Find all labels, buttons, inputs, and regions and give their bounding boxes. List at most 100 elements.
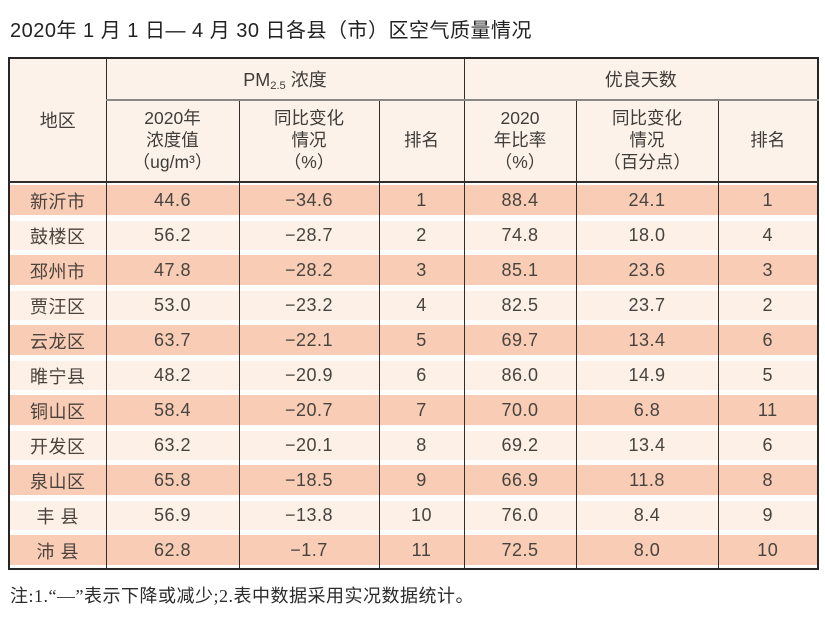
pm-value-cell: 63.2 xyxy=(105,428,240,463)
header-rate-rank: 排名 xyxy=(717,100,819,183)
pm-rank-cell: 9 xyxy=(378,463,465,498)
rate-change-cell: 6.8 xyxy=(575,393,719,428)
footnote: 注:1.“—”表示下降或减少;2.表中数据采用实况数据统计。 xyxy=(10,586,474,606)
pm-value-cell: 63.7 xyxy=(105,323,240,358)
header-pm-group: PM2.5 浓度 xyxy=(105,58,465,101)
pm-value-cell: 58.4 xyxy=(105,393,240,428)
pm-label: PM xyxy=(243,70,271,90)
rate-cell: 76.0 xyxy=(463,498,577,533)
region-cell: 新沂市 xyxy=(8,182,107,218)
rate-rank-cell: 1 xyxy=(717,182,819,218)
pm-rank-cell: 7 xyxy=(378,393,465,428)
rate-cell: 70.0 xyxy=(463,393,577,428)
region-cell: 睢宁县 xyxy=(8,358,107,393)
region-cell: 云龙区 xyxy=(8,323,107,358)
rate-cell: 69.7 xyxy=(463,323,577,358)
rate-change-cell: 13.4 xyxy=(575,428,719,463)
rate-rank-cell: 8 xyxy=(717,463,819,498)
pm-subscript: 2.5 xyxy=(270,79,286,92)
pm-value-cell: 47.8 xyxy=(105,253,240,288)
pm-value-cell: 44.6 xyxy=(105,182,240,218)
table-header: 地区 PM2.5 浓度 优良天数 2020年 浓度值 （ug/m³） 同比变化 … xyxy=(8,58,819,183)
header-sub-row: 2020年 浓度值 （ug/m³） 同比变化 情况 （%） 排名 2020 年比… xyxy=(9,100,819,183)
pm-value-cell: 62.8 xyxy=(105,533,240,569)
table-row: 沛 县 62.8 −1.7 11 72.5 8.0 10 xyxy=(8,533,819,569)
pm-change-cell: −20.9 xyxy=(238,358,380,393)
rate-change-cell: 18.0 xyxy=(575,218,719,253)
table-row: 新沂市 44.6 −34.6 1 88.4 24.1 1 xyxy=(8,182,819,218)
pm-rank-cell: 11 xyxy=(378,533,465,569)
header-pm-change: 同比变化 情况 （%） xyxy=(238,100,380,183)
table-row: 云龙区 63.7 −22.1 5 69.7 13.4 6 xyxy=(8,323,819,358)
rate-change-cell: 14.9 xyxy=(575,358,719,393)
pm-change-cell: −22.1 xyxy=(238,323,380,358)
rate-change-cell: 8.0 xyxy=(575,533,719,569)
pm-value-cell: 65.8 xyxy=(105,463,240,498)
rate-rank-cell: 11 xyxy=(717,393,819,428)
pm-change-cell: −13.8 xyxy=(238,498,380,533)
table-row: 开发区 63.2 −20.1 8 69.2 13.4 6 xyxy=(8,428,819,463)
rate-change-cell: 8.4 xyxy=(575,498,719,533)
rate-rank-cell: 10 xyxy=(717,533,819,569)
pm-rank-cell: 10 xyxy=(378,498,465,533)
rate-change-cell: 13.4 xyxy=(575,323,719,358)
pm-rank-cell: 4 xyxy=(378,288,465,323)
table-body: 新沂市 44.6 −34.6 1 88.4 24.1 1 鼓楼区 56.2 −2… xyxy=(8,182,819,569)
region-cell: 泉山区 xyxy=(8,463,107,498)
rate-rank-cell: 6 xyxy=(717,323,819,358)
pm-value-cell: 56.9 xyxy=(105,498,240,533)
region-cell: 丰 县 xyxy=(8,498,107,533)
region-cell: 开发区 xyxy=(8,428,107,463)
header-rate: 2020 年比率 （%） xyxy=(463,100,577,183)
pm-rank-cell: 2 xyxy=(378,218,465,253)
rate-cell: 86.0 xyxy=(463,358,577,393)
pm-change-cell: −23.2 xyxy=(238,288,380,323)
pm-change-cell: −20.1 xyxy=(238,428,380,463)
header-group-row: 地区 PM2.5 浓度 优良天数 xyxy=(8,58,819,183)
rate-cell: 72.5 xyxy=(463,533,577,569)
rate-rank-cell: 3 xyxy=(717,253,819,288)
pm-rank-cell: 5 xyxy=(378,323,465,358)
pm-change-cell: −1.7 xyxy=(238,533,380,569)
pm-change-cell: −28.7 xyxy=(238,218,380,253)
rate-cell: 82.5 xyxy=(463,288,577,323)
rate-cell: 69.2 xyxy=(463,428,577,463)
header-pm-value: 2020年 浓度值 （ug/m³） xyxy=(105,100,240,183)
rate-cell: 88.4 xyxy=(463,182,577,218)
header-pm-rank: 排名 xyxy=(378,100,465,183)
pm-rank-cell: 8 xyxy=(378,428,465,463)
region-cell: 铜山区 xyxy=(8,393,107,428)
pm-value-cell: 48.2 xyxy=(105,358,240,393)
pm-change-cell: −20.7 xyxy=(238,393,380,428)
table-row: 泉山区 65.8 −18.5 9 66.9 11.8 8 xyxy=(8,463,819,498)
page-title: 2020年 1 月 1 日— 4 月 30 日各县（市）区空气质量情况 xyxy=(10,20,533,42)
pm-rank-cell: 1 xyxy=(378,182,465,218)
region-cell: 贾汪区 xyxy=(8,288,107,323)
table-row: 贾汪区 53.0 −23.2 4 82.5 23.7 2 xyxy=(8,288,819,323)
table-row: 鼓楼区 56.2 −28.7 2 74.8 18.0 4 xyxy=(8,218,819,253)
region-cell: 邳州市 xyxy=(8,253,107,288)
rate-cell: 74.8 xyxy=(463,218,577,253)
pm-value-cell: 56.2 xyxy=(105,218,240,253)
pm-change-cell: −18.5 xyxy=(238,463,380,498)
rate-rank-cell: 6 xyxy=(717,428,819,463)
pm-value-cell: 53.0 xyxy=(105,288,240,323)
rate-change-cell: 23.6 xyxy=(575,253,719,288)
header-good-days-group: 优良天数 xyxy=(463,58,819,101)
rate-rank-cell: 4 xyxy=(717,218,819,253)
pm-rank-cell: 6 xyxy=(378,358,465,393)
rate-change-cell: 23.7 xyxy=(575,288,719,323)
header-region: 地区 xyxy=(8,58,107,183)
rate-rank-cell: 9 xyxy=(717,498,819,533)
pm-change-cell: −34.6 xyxy=(238,182,380,218)
rate-rank-cell: 2 xyxy=(717,288,819,323)
rate-cell: 66.9 xyxy=(463,463,577,498)
rate-change-cell: 11.8 xyxy=(575,463,719,498)
rate-change-cell: 24.1 xyxy=(575,182,719,218)
pm-change-cell: −28.2 xyxy=(238,253,380,288)
region-cell: 鼓楼区 xyxy=(8,218,107,253)
header-rate-change: 同比变化 情况 （百分点） xyxy=(575,100,719,183)
table-row: 邳州市 47.8 −28.2 3 85.1 23.6 3 xyxy=(8,253,819,288)
air-quality-table: 地区 PM2.5 浓度 优良天数 2020年 浓度值 （ug/m³） 同比变化 … xyxy=(8,57,820,570)
